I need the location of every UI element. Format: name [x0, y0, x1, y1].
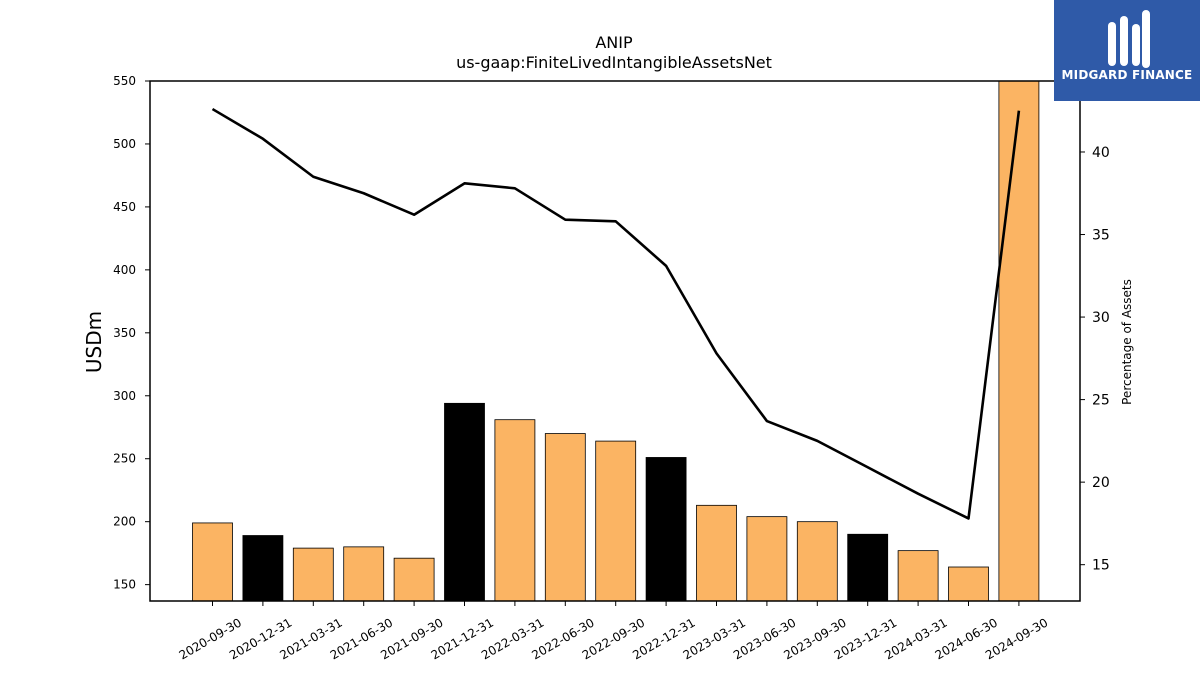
brand-logo: MIDGARD FINANCE: [1054, 0, 1200, 101]
y2-axis-label: Percentage of Assets: [1120, 279, 1134, 405]
plot-frame: [149, 80, 1081, 602]
bar-2023-09-30: [796, 521, 838, 602]
y-tick-label: 300: [113, 389, 136, 403]
chart-title: ANIP: [595, 33, 633, 52]
bar-2022-09-30: [595, 440, 637, 602]
bar-2021-09-30: [393, 557, 435, 602]
chart-subtitle: us-gaap:FiniteLivedIntangibleAssetsNet: [456, 53, 772, 72]
bar-2024-09-30: [998, 80, 1040, 602]
bar-2023-03-31: [696, 504, 737, 602]
y-tick-label: 350: [113, 326, 136, 340]
logo-mark-icon: [1108, 10, 1150, 68]
y2-tick-label: 30: [1092, 310, 1110, 326]
bar-2020-09-30: [192, 522, 233, 602]
y-tick-label: 200: [113, 515, 136, 529]
bar-2024-03-31: [897, 550, 939, 602]
y-tick-label: 450: [113, 200, 136, 214]
y-tick-label: 550: [113, 74, 136, 88]
bar-2021-03-31: [292, 547, 334, 602]
bar-2024-06-30: [948, 566, 989, 602]
y2-tick-label: 25: [1092, 393, 1110, 409]
y2-tick-label: 15: [1092, 558, 1110, 574]
bar-2023-12-31: [847, 533, 889, 602]
bar-2022-12-31: [645, 457, 687, 602]
bar-2022-06-30: [544, 433, 586, 602]
bar-2023-06-30: [746, 516, 788, 602]
bar-2021-12-31: [444, 402, 485, 602]
y2-tick-label: 40: [1092, 145, 1110, 161]
bar-2021-06-30: [343, 546, 385, 602]
y-axis-label: USDm: [82, 311, 106, 373]
logo-text: MIDGARD FINANCE: [1061, 68, 1193, 82]
y-tick-label: 250: [113, 452, 136, 466]
bar-2020-12-31: [242, 535, 284, 602]
y-tick-label: 500: [113, 137, 136, 151]
y2-tick-label: 20: [1092, 475, 1110, 491]
y-tick-label: 150: [113, 578, 136, 592]
bar-2022-03-31: [494, 419, 536, 602]
y-tick-label: 400: [113, 263, 136, 277]
y2-tick-label: 35: [1092, 228, 1110, 244]
